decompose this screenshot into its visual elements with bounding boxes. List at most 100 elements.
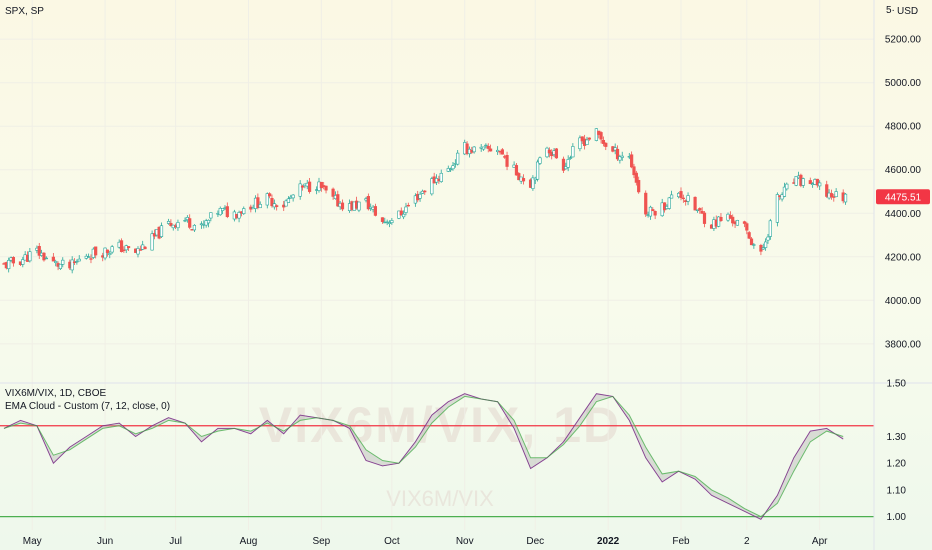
time-axis-label: Feb [672,536,690,547]
candle [745,221,749,235]
candle [209,212,213,222]
candle [265,192,269,209]
candle [11,256,16,267]
candle [500,148,504,155]
candle [505,151,509,171]
candle [340,199,345,212]
candle [307,178,312,194]
candle [418,191,422,202]
candle [366,193,370,211]
candle [653,210,657,220]
candle [566,155,570,172]
candle [801,177,805,189]
candle [159,222,164,238]
price-symbol-title[interactable]: SPX, SP [5,6,44,17]
candle [604,142,608,151]
candle [620,151,624,161]
candle [218,206,222,216]
candle [291,194,295,202]
candle [717,216,721,228]
candle [681,194,685,203]
candle [449,167,453,172]
candle [731,214,735,227]
candle [742,220,747,228]
candle [423,190,427,195]
candle [7,257,11,273]
candle [404,202,408,216]
candle [119,238,124,253]
candle [764,238,768,251]
candle [768,218,772,240]
candle [110,244,114,254]
candle [587,137,591,141]
price-axis-tick: 5200.00 [885,35,922,46]
time-axis-label: 2022 [597,536,620,547]
candle [651,207,655,212]
watermark-large: VIX6M/VIX, 1D [259,397,621,453]
ema-outline [3,393,844,520]
time-axis-label: Sep [312,536,330,547]
candle [105,249,110,257]
price-series[interactable] [2,128,848,274]
indicator-series[interactable] [0,393,874,520]
candle [568,155,573,160]
candle [648,205,653,220]
candle [547,147,551,158]
candle [286,196,291,203]
time-axis-label: Jun [97,536,113,547]
price-axis-tick: 3800.00 [885,339,922,350]
candle [143,246,147,250]
candle [554,147,559,159]
candle [357,201,361,213]
candle [752,243,756,249]
candle [284,199,288,207]
candle [630,151,634,169]
candle [702,210,707,228]
candle [324,185,328,194]
candle [319,181,323,192]
candle [818,180,822,191]
indicator-axis-tick: 1.10 [887,485,907,496]
candle [390,218,394,225]
watermark-small: VIX6M/VIX [386,486,494,511]
candle [481,146,486,151]
candle [58,263,63,271]
currency-label[interactable]: USD [897,6,918,17]
candle [270,194,274,208]
candle [637,176,641,194]
candle [825,180,829,198]
candle [488,144,493,152]
indicator-symbol-title[interactable]: VIX6M/VIX, 1D, CBOE [5,388,107,399]
candle [183,217,187,223]
candle [430,176,434,196]
candle [613,143,617,155]
indicator-study-title[interactable]: EMA Cloud - Custom (7, 12, close, 0) [5,401,171,412]
candle [75,259,79,265]
candle [808,177,812,185]
grid-layer [0,0,874,530]
candle [42,252,46,262]
candle [28,247,32,263]
price-axis-tick: 4800.00 [885,122,922,133]
candle [169,219,173,227]
time-axis-label: Aug [240,536,258,547]
candle [225,202,229,219]
time-axis-label: Nov [456,536,474,547]
candle [70,256,74,274]
candle [138,245,142,251]
candle [632,163,636,179]
candle [761,243,765,250]
candle [843,193,848,205]
currency-fragment: 5· [886,5,895,16]
candle [794,176,798,187]
candle [834,188,838,198]
candle [615,145,620,161]
axis-layer: 3800.00 4000.00 4200.00 4400.00 4600.00 4800.… [23,35,922,547]
candle [496,146,500,155]
candle [103,247,107,261]
candle [517,172,521,181]
candle [644,190,648,217]
candle [136,246,140,258]
